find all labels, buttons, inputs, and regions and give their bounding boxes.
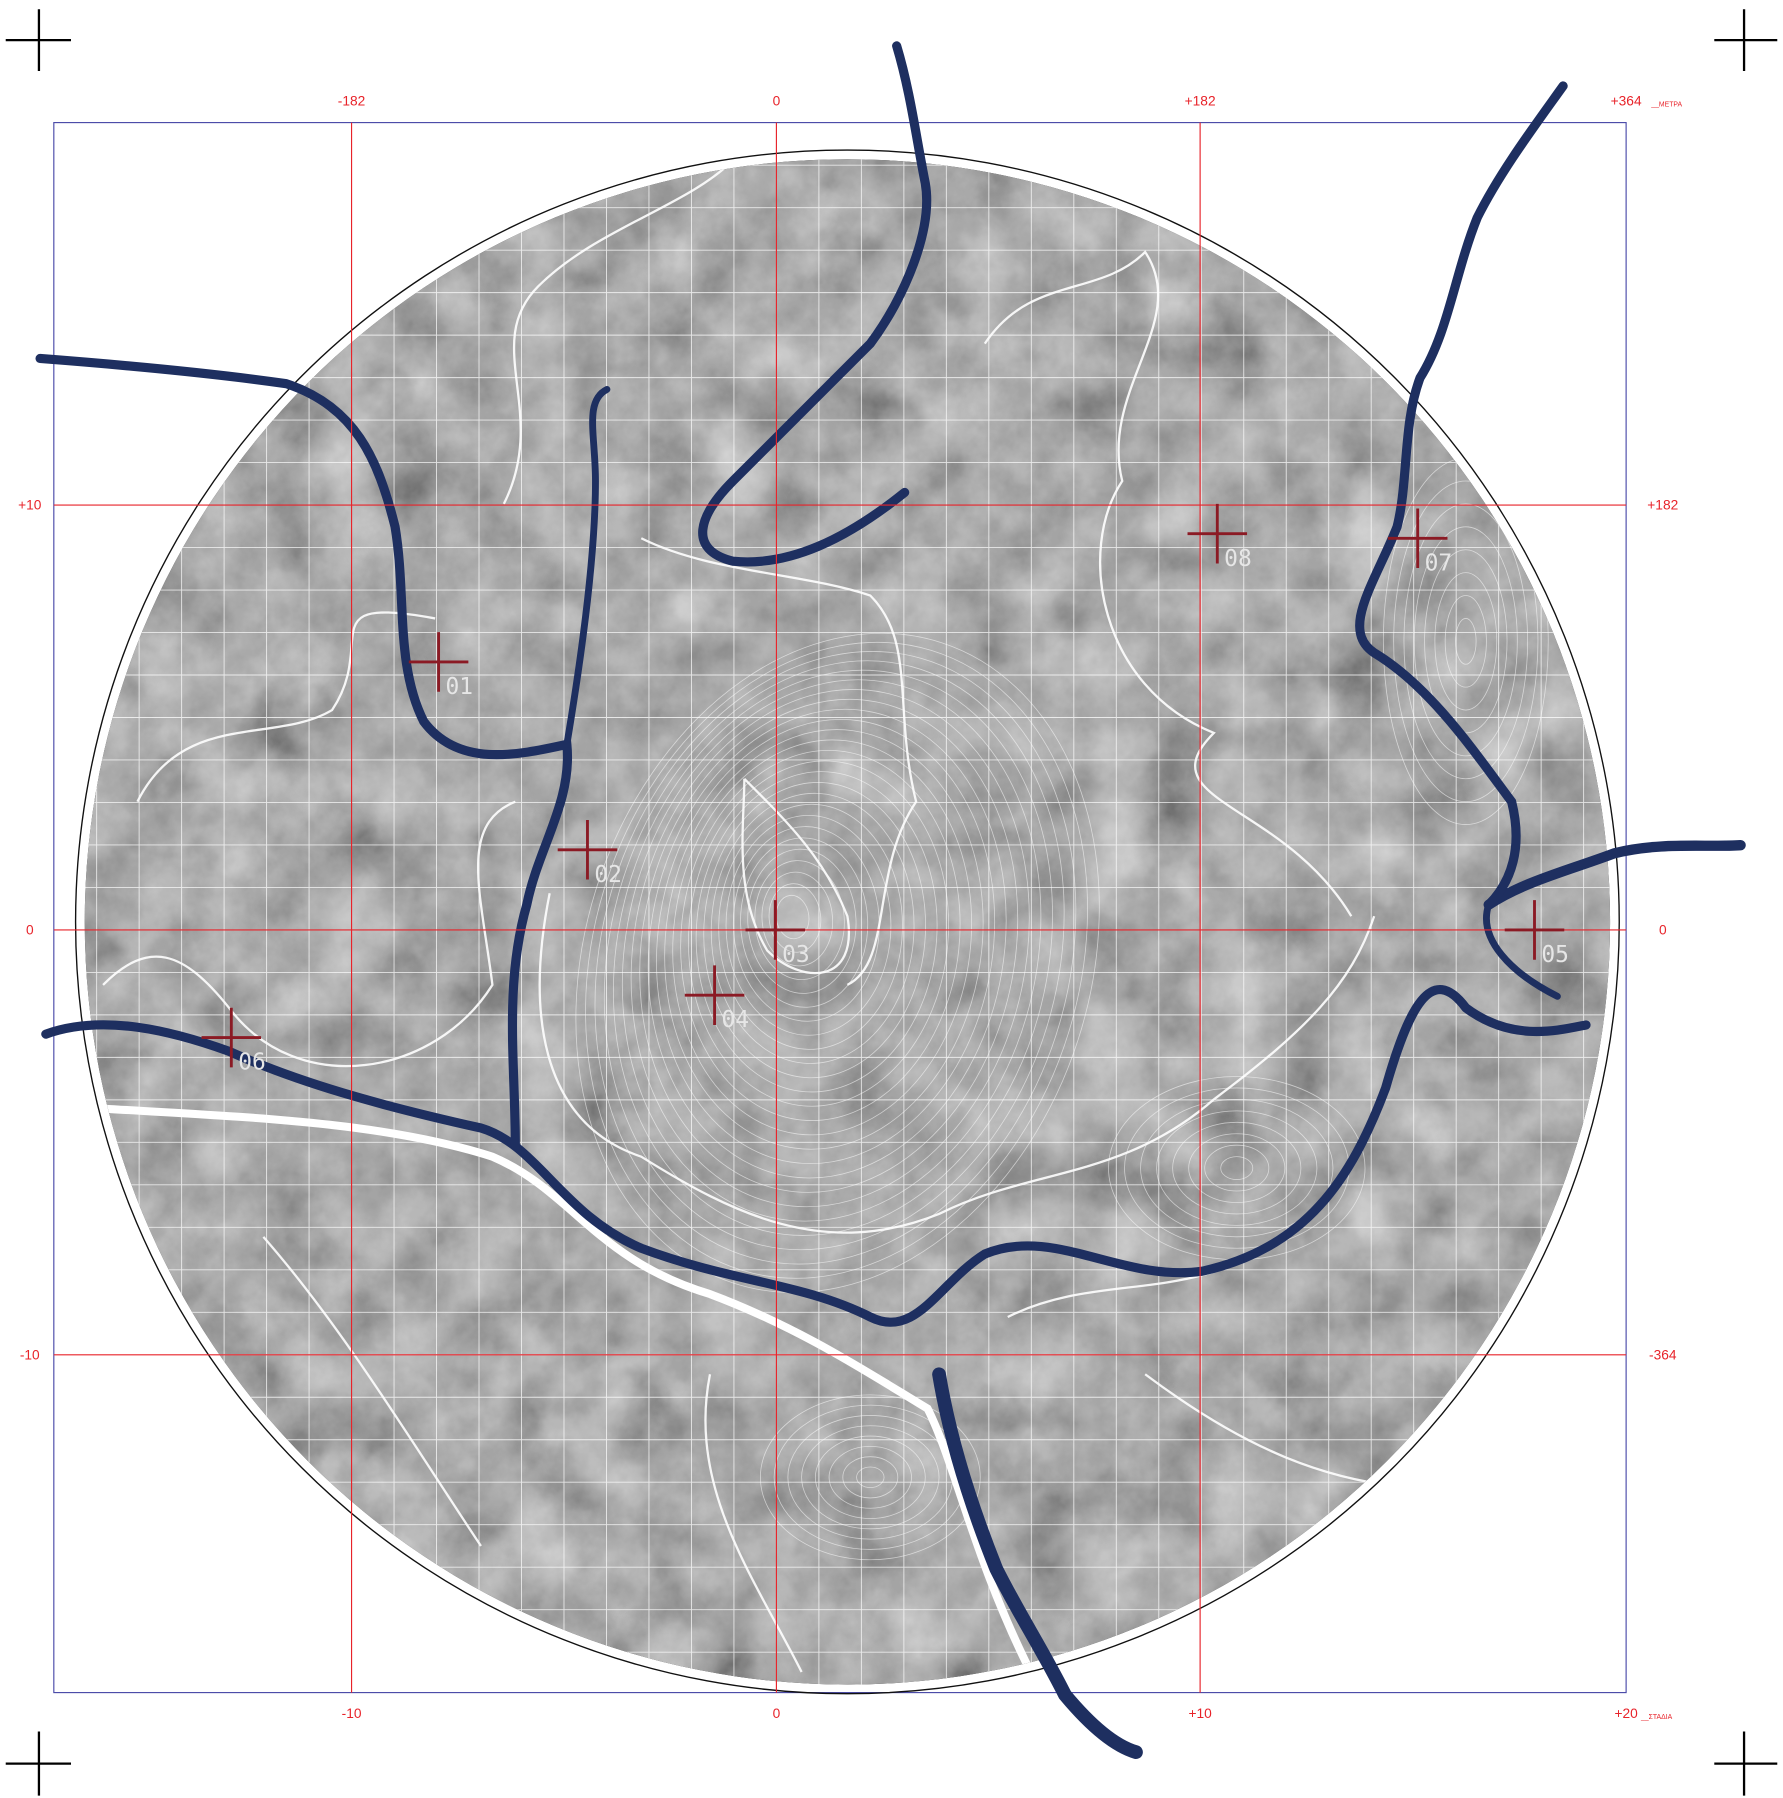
bottom-label: -10 (342, 1706, 362, 1721)
contour (680, 750, 961, 1121)
crop-marks (5, 9, 1778, 1796)
contour (695, 771, 938, 1093)
left-label: 0 (26, 922, 34, 937)
left-label: +10 (18, 498, 42, 513)
contour (856, 1466, 885, 1489)
top-label: 0 (773, 93, 781, 108)
river (41, 985, 1591, 1327)
marker-cross (557, 819, 618, 880)
marker-cross (1387, 508, 1448, 569)
trail (538, 893, 1376, 1234)
contour (747, 848, 857, 994)
contour (718, 803, 903, 1050)
marker-label: 01 (445, 674, 473, 700)
contour (1413, 526, 1518, 757)
marker-label: 05 (1541, 942, 1569, 968)
contour (1403, 503, 1529, 780)
contour (1220, 1156, 1254, 1180)
contour (664, 729, 984, 1150)
contour (688, 760, 949, 1107)
crop-mark (5, 9, 71, 72)
marker-cross (1187, 503, 1248, 564)
marker-cross (1504, 900, 1565, 960)
marker-label: 08 (1224, 546, 1252, 572)
rivers (35, 41, 1746, 1760)
marker-label: 02 (594, 862, 622, 888)
marker-cross (745, 900, 806, 960)
contour (814, 1435, 926, 1519)
disc-ring (78, 152, 1617, 1691)
crop-mark (1714, 9, 1778, 72)
axis-labels: -182 -10 0 0 +182 +10 +364 +20 __ΜΕΤΡΑ __ΣΤΑΔΙΑ +1… (18, 93, 1682, 1721)
bottom-label: +20 (1614, 1706, 1638, 1721)
frame (53, 122, 1627, 1694)
contour (1393, 480, 1539, 803)
contour (842, 1456, 899, 1499)
bottom-label: 0 (773, 1706, 781, 1721)
left-label: -10 (20, 1347, 40, 1362)
bottom-label: +10 (1188, 1706, 1212, 1721)
main-road (102, 1104, 1035, 1674)
contour (703, 782, 926, 1079)
contour (603, 660, 1065, 1251)
top-label: +182 (1185, 93, 1216, 108)
contour (801, 1425, 940, 1530)
aerial-disc (84, 159, 1611, 1685)
marker-label: 03 (782, 942, 810, 968)
contour (672, 739, 972, 1136)
contour (761, 871, 834, 967)
river (1483, 901, 1561, 1000)
river (698, 41, 932, 567)
contour (647, 708, 1007, 1179)
contour (768, 883, 822, 953)
contour (1140, 1099, 1334, 1238)
marker-label: 04 (721, 1007, 749, 1033)
contour (759, 1394, 981, 1561)
frame-border (53, 122, 1627, 1694)
river (1355, 81, 1568, 910)
trail (262, 1235, 1443, 1673)
contour (1156, 1110, 1318, 1226)
contour (1424, 549, 1508, 734)
river (932, 1367, 1143, 1760)
contour (710, 792, 915, 1064)
contour (594, 651, 1077, 1265)
marker-cross (684, 965, 745, 1025)
contour (725, 815, 892, 1036)
survey-markers: 01 02 03 04 05 06 07 08 (201, 503, 1569, 1076)
contour (656, 718, 996, 1165)
crop-mark (1714, 1731, 1778, 1796)
contours (575, 457, 1549, 1561)
marker-label: 07 (1425, 550, 1453, 576)
contour (1444, 595, 1487, 688)
marker-cross (201, 1007, 262, 1068)
right-label: -364 (1649, 1347, 1677, 1362)
trail (102, 611, 516, 1068)
top-label: +364 (1611, 93, 1642, 108)
river (563, 385, 611, 748)
contour (1188, 1133, 1286, 1203)
contour (639, 698, 1019, 1193)
contour (828, 1445, 912, 1509)
bottom-unit: __ΣΤΑΔΙΑ (1640, 1714, 1673, 1721)
disc-outline (74, 149, 1620, 1695)
contour (1172, 1121, 1302, 1215)
trail (741, 777, 850, 975)
top-label: -182 (338, 93, 366, 108)
main-grid (53, 122, 1627, 1693)
contour (1455, 618, 1477, 665)
trail (502, 159, 918, 986)
marker-label: 06 (238, 1050, 266, 1076)
river (35, 353, 573, 1150)
crop-mark (5, 1731, 71, 1796)
right-label: 0 (1659, 922, 1667, 937)
river (1483, 840, 1746, 910)
marker-cross (408, 632, 469, 692)
top-unit: __ΜΕΤΡΑ (1650, 102, 1682, 109)
contour (1204, 1144, 1270, 1192)
contour (1434, 572, 1498, 711)
right-label: +182 (1647, 498, 1678, 513)
